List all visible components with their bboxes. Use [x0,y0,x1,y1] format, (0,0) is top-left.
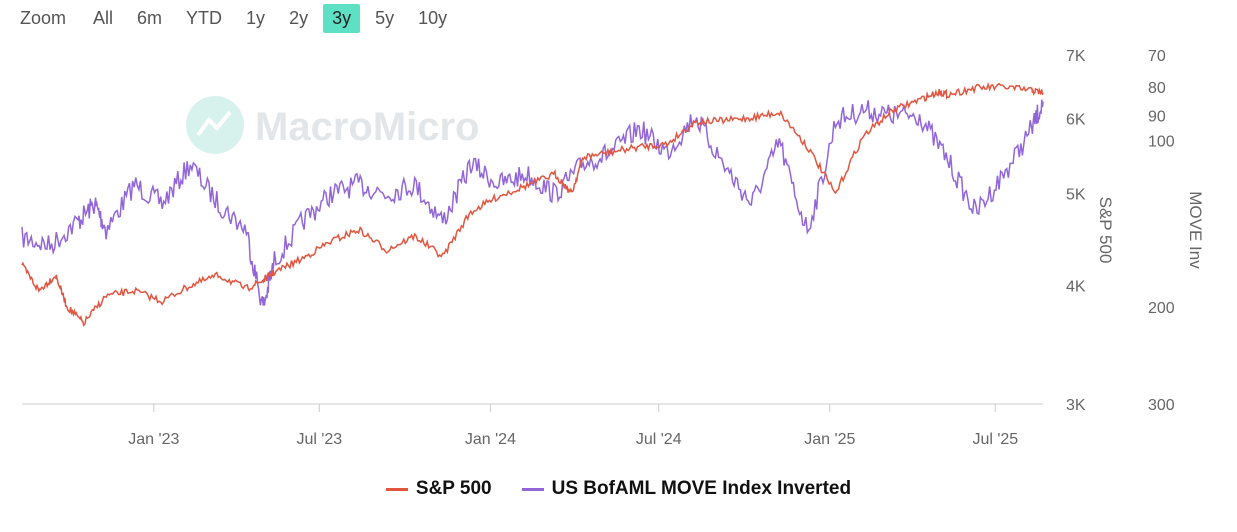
watermark: MacroMicro [186,96,480,154]
legend-item-sp500[interactable]: S&P 500 [385,478,492,500]
legend: S&P 500 US BofAML MOVE Index Inverted [0,478,1237,500]
range-button-all[interactable]: All [93,7,114,28]
right-tick-label: 70 [1148,48,1166,65]
x-tick-label: Jul '24 [636,431,682,448]
legend-label-move: US BofAML MOVE Index Inverted [551,478,852,499]
legend-label-sp500: S&P 500 [415,478,492,499]
range-button-1y[interactable]: 1y [246,7,266,28]
right-tick-label: 100 [1148,134,1175,151]
series-line-move [21,99,1044,306]
series-line-sp500 [21,81,1044,327]
right-tick-label: 90 [1148,108,1166,125]
x-tick-label: Jan '24 [465,431,516,448]
watermark-logo-mark [196,110,232,137]
range-button-5y[interactable]: 5y [375,7,395,28]
left-tick-label: 3K [1066,397,1086,414]
left-tick-label: 6K [1066,111,1086,128]
range-button-3y[interactable]: 3y [323,3,361,33]
x-tick-label: Jul '23 [296,431,342,448]
x-tick-label: Jan '25 [804,431,855,448]
left-tick-label: 5K [1066,187,1086,204]
legend-swatch-move [521,487,544,491]
legend-item-move[interactable]: US BofAML MOVE Index Inverted [521,478,852,500]
right-tick-label: 80 [1148,80,1166,97]
right-tick-label: 300 [1148,397,1175,414]
range-selector: Zoom All 6m YTD 1y 2y 3y 5y 10y [14,2,462,34]
chart-area: MacroMicro Jan '23 Jul '23 Jan '24 Jul '24 J… [21,48,1205,448]
right-tick-label: 200 [1148,300,1175,317]
range-button-10y[interactable]: 10y [418,7,448,28]
left-axis-ticks: 7K 6K 5K 4K 3K [1066,48,1086,414]
range-button-ytd[interactable]: YTD [186,7,223,28]
left-axis-title: S&P 500 [1096,197,1115,264]
range-button-6m[interactable]: 6m [137,7,163,28]
zoom-label: Zoom [20,7,67,28]
right-axis-title: MOVE Inv [1186,191,1205,269]
legend-swatch-sp500 [385,487,408,491]
left-tick-label: 7K [1066,48,1086,65]
right-axis-ticks: 70 80 90 100 200 300 [1148,48,1175,414]
x-tick-label: Jul '25 [972,431,1018,448]
left-tick-label: 4K [1066,279,1086,296]
range-button-2y[interactable]: 2y [289,7,309,28]
watermark-text: MacroMicro [255,105,480,149]
x-axis-ticks: Jan '23 Jul '23 Jan '24 Jul '24 Jan '25 Jul '… [128,404,1018,448]
x-tick-label: Jan '23 [128,431,179,448]
